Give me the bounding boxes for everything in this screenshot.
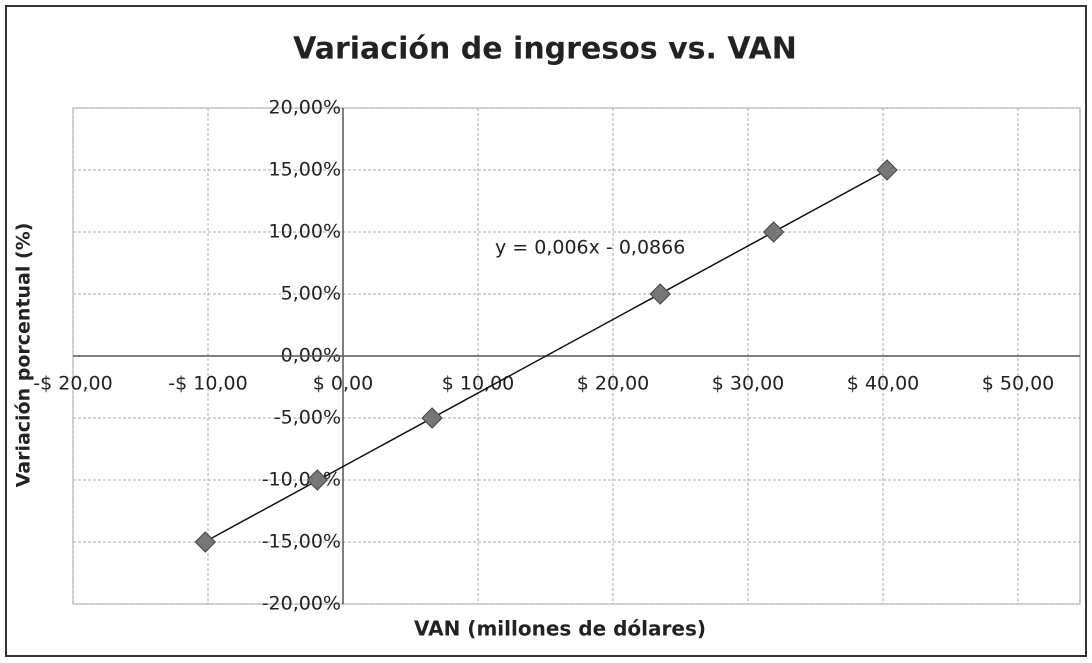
- data-point: [306, 469, 329, 491]
- y-tick-label: -10,00%: [262, 469, 341, 491]
- x-tick-label: $ 30,00: [712, 373, 785, 395]
- chart-title: Variación de ingresos vs. VAN: [293, 32, 797, 67]
- x-tick-label: $ 10,00: [442, 373, 515, 395]
- y-tick-label: -15,00%: [262, 531, 341, 553]
- data-point: [194, 531, 217, 553]
- y-tick-label: 15,00%: [269, 159, 341, 181]
- data-point: [649, 283, 671, 305]
- x-tick-label: -$ 20,00: [33, 373, 112, 395]
- x-tick-label: $ 40,00: [847, 373, 920, 395]
- data-point: [876, 159, 898, 181]
- x-tick-label: -$ 10,00: [168, 373, 247, 395]
- trendline-equation: y = 0,006x - 0,0866: [495, 237, 685, 259]
- y-axis-label: Variación porcentual (%): [13, 223, 35, 488]
- x-tick-label: $ 20,00: [577, 373, 650, 395]
- chart-frame: [5, 5, 1087, 657]
- x-axis-label: VAN (millones de dólares): [414, 617, 706, 641]
- y-tick-label: 5,00%: [281, 283, 341, 305]
- y-tick-label: 20,00%: [269, 97, 341, 119]
- y-tick-label: -20,00%: [262, 593, 341, 615]
- data-point: [762, 221, 785, 243]
- data-point: [421, 407, 443, 429]
- y-tick-label: 10,00%: [269, 221, 341, 243]
- x-tick-label: $ 50,00: [982, 373, 1055, 395]
- y-tick-label: -5,00%: [274, 407, 341, 429]
